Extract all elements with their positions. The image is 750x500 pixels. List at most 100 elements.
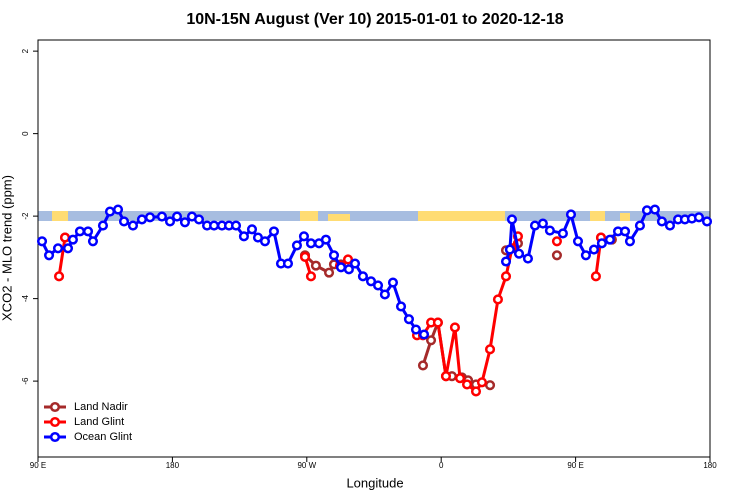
data-point xyxy=(590,271,601,282)
data-point xyxy=(425,335,437,346)
y-tick-label: -2 xyxy=(21,212,30,220)
chart-title: 10N-15N August (Ver 10) 2015-01-01 to 20… xyxy=(186,11,563,28)
data-point xyxy=(649,204,660,215)
data-point xyxy=(164,216,176,227)
data-point xyxy=(387,277,399,288)
data-point xyxy=(557,228,568,239)
data-point xyxy=(641,205,653,216)
data-point xyxy=(506,214,518,225)
data-point xyxy=(268,226,279,237)
data-point xyxy=(238,231,249,242)
data-point xyxy=(693,212,704,223)
data-point xyxy=(588,244,600,255)
legend-marker xyxy=(49,401,61,413)
legend-marker xyxy=(49,431,61,443)
data-point xyxy=(282,258,294,269)
data-point xyxy=(357,271,368,282)
data-point xyxy=(544,225,555,236)
x-tick-label: 90 W xyxy=(297,461,316,470)
data-point xyxy=(328,250,340,261)
data-point xyxy=(298,231,310,242)
data-point xyxy=(342,254,354,265)
x-tick-label: 90 E xyxy=(567,461,583,470)
legend-marker xyxy=(49,416,61,428)
series-line xyxy=(40,208,708,336)
data-point xyxy=(440,371,452,382)
x-tick-label: 180 xyxy=(703,461,717,470)
data-point xyxy=(619,226,631,237)
data-point xyxy=(246,224,258,235)
series-line xyxy=(57,235,603,393)
data-point xyxy=(500,271,512,282)
data-point xyxy=(62,243,74,254)
data-point xyxy=(522,253,534,264)
data-point xyxy=(144,212,156,223)
data-point xyxy=(504,244,515,255)
data-point xyxy=(476,377,488,388)
data-point xyxy=(74,226,86,237)
y-tick-label: 0 xyxy=(21,131,30,136)
x-tick-label: 90 E xyxy=(30,461,46,470)
data-point xyxy=(551,236,562,247)
data-point xyxy=(484,380,496,391)
data-point xyxy=(299,251,311,263)
legend-label: Land Nadir xyxy=(74,401,128,413)
data-point xyxy=(365,276,377,287)
x-tick-label: 180 xyxy=(166,461,180,470)
data-point xyxy=(580,250,591,261)
data-point xyxy=(379,289,390,300)
data-point xyxy=(537,218,548,229)
data-point xyxy=(572,236,584,247)
data-point xyxy=(118,216,130,227)
data-point xyxy=(565,209,577,220)
data-point xyxy=(454,373,466,384)
data-point xyxy=(209,220,220,231)
data-point xyxy=(193,214,205,225)
data-point xyxy=(596,238,607,249)
data-point xyxy=(52,243,64,254)
data-point xyxy=(310,260,321,271)
land-ocean-strip xyxy=(38,211,710,221)
data-point xyxy=(343,264,354,275)
data-point xyxy=(624,236,636,247)
data-point xyxy=(36,236,48,247)
data-point xyxy=(634,220,646,231)
data-point xyxy=(259,236,271,247)
y-tick-label: -4 xyxy=(21,295,30,303)
plot-frame xyxy=(37,39,711,458)
data-point xyxy=(305,271,317,282)
data-point xyxy=(604,234,615,245)
data-point xyxy=(492,294,503,305)
x-axis-label: Longitude xyxy=(346,475,403,490)
x-tick-label: 0 xyxy=(439,461,444,470)
data-point xyxy=(136,214,147,225)
data-point xyxy=(97,220,109,231)
data-point xyxy=(372,280,384,291)
data-point xyxy=(664,220,676,231)
data-point xyxy=(349,258,361,269)
data-point xyxy=(179,217,190,228)
data-point xyxy=(320,234,331,245)
data-point xyxy=(529,220,541,231)
data-point xyxy=(156,211,167,222)
data-point xyxy=(432,317,443,328)
data-point xyxy=(104,206,116,217)
data-point xyxy=(87,236,99,247)
data-point xyxy=(291,240,302,251)
data-point xyxy=(324,267,335,278)
data-point xyxy=(470,386,482,397)
data-point xyxy=(417,360,429,371)
data-point xyxy=(67,234,78,245)
data-point xyxy=(171,211,183,222)
data-point xyxy=(395,301,407,312)
data-point xyxy=(701,216,713,227)
data-point xyxy=(656,216,667,227)
data-point xyxy=(127,220,139,231)
y-tick-label: -6 xyxy=(21,377,30,385)
data-point xyxy=(513,248,525,259)
data-point xyxy=(500,256,512,267)
data-point xyxy=(410,324,422,335)
legend-label: Land Glint xyxy=(74,416,124,428)
data-point xyxy=(305,238,317,249)
data-point xyxy=(418,329,430,340)
